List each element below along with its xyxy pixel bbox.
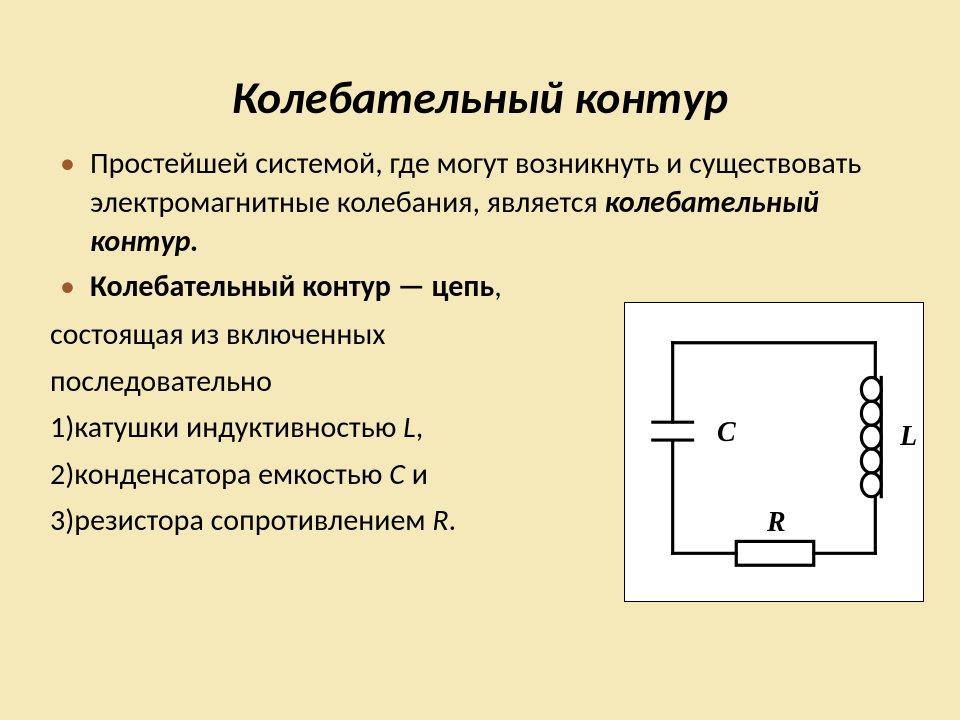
inductor-coil-2 — [861, 401, 881, 425]
inductor-coil-5 — [861, 473, 881, 497]
numbered-1-var: L — [403, 409, 416, 446]
circuit-diagram: C L R — [624, 302, 924, 602]
bullet-list: Простейшей системой, где могут возникнут… — [50, 144, 910, 306]
numbered-3-post: . — [449, 502, 457, 539]
numbered-1-post: , — [416, 409, 424, 446]
numbered-3-var: R — [432, 502, 448, 539]
bullet-2-post: , — [494, 268, 502, 305]
bullet-2: Колебательный контур — цепь, — [90, 267, 910, 306]
label-r: R — [767, 507, 786, 539]
label-c: C — [717, 417, 736, 449]
label-l: L — [900, 421, 917, 453]
resistor-body — [736, 541, 813, 565]
numbered-3-pre: 3)резистора сопротивлением — [50, 502, 432, 539]
bullet-1: Простейшей системой, где могут возникнут… — [90, 144, 910, 261]
numbered-2-pre: 2)конденсатора емкостью — [50, 456, 389, 493]
inductor-coil-3 — [861, 425, 881, 449]
inductor-coil-4 — [861, 449, 881, 473]
circuit-svg — [625, 303, 923, 601]
numbered-2-var: C — [389, 456, 405, 493]
bullet-2-emph: Колебательный контур — цепь — [90, 268, 494, 305]
inductor-coil-1 — [861, 378, 881, 402]
slide-title: Колебательный контур — [50, 70, 910, 126]
numbered-1-pre: 1)катушки индуктивностью — [50, 409, 403, 446]
numbered-2-post: и — [405, 456, 428, 493]
